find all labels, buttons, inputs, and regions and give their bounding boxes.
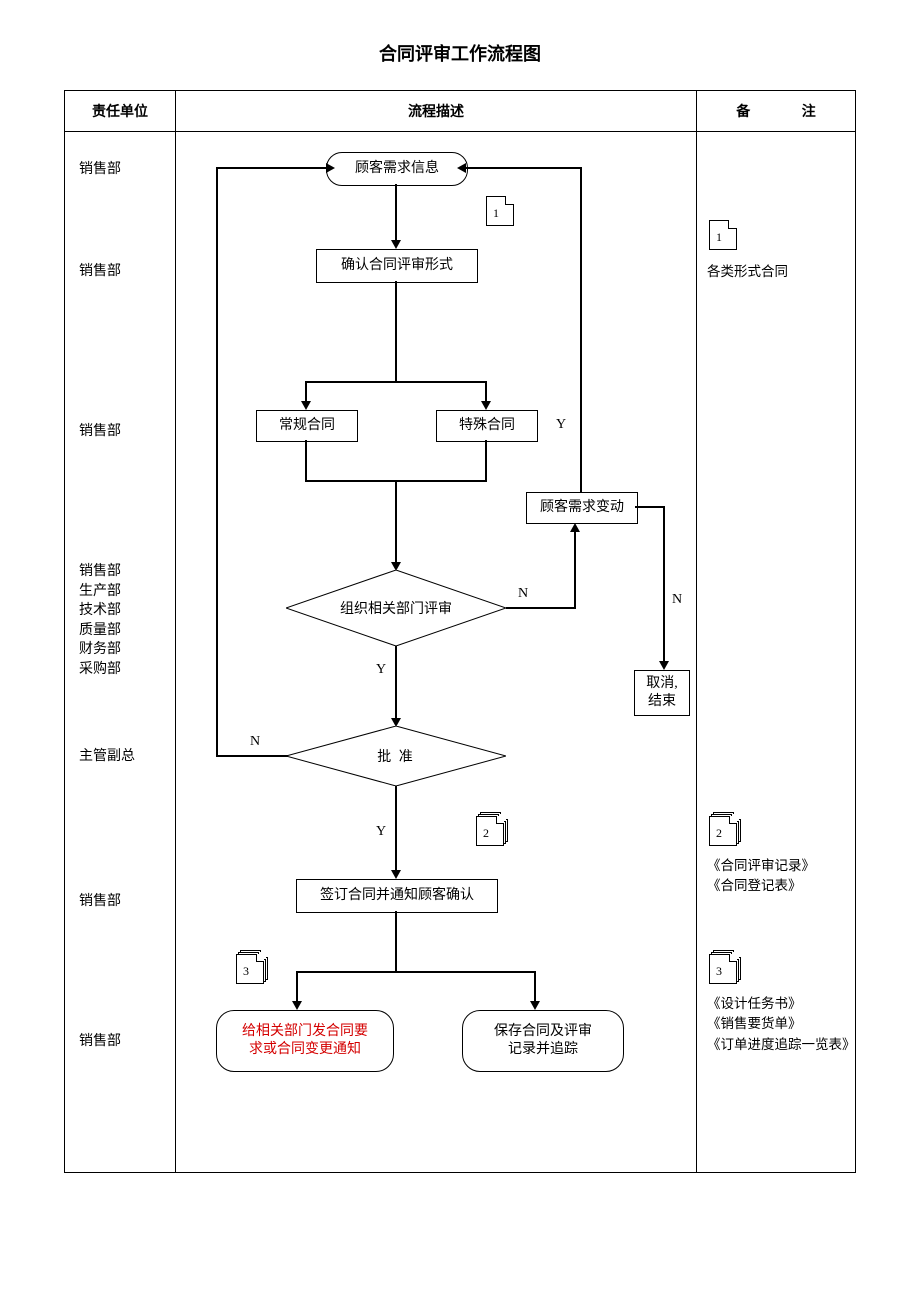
arrow-start-confirm [391, 240, 401, 249]
node-review-label: 组织相关部门评审 [340, 598, 452, 618]
node-confirm: 确认合同评审形式 [316, 249, 478, 283]
dept-r5: 主管副总 [65, 747, 175, 767]
dept-r4: 销售部 生产部 技术部 质量部 财务部 采购部 [65, 562, 175, 680]
arrow-branch-left [301, 401, 311, 410]
node-start: 顾客需求信息 [326, 152, 468, 186]
node-special: 特殊合同 [436, 410, 538, 442]
node-change: 顾客需求变动 [526, 492, 638, 524]
diagram-frame: 责任单位 流程描述 备 注 销售部 销售部 销售部 销售部 生产部 技术部 质量… [64, 90, 856, 1173]
label-review-y: Y [374, 662, 388, 678]
note-col-stack-3-num: 3 [716, 964, 722, 979]
node-cancel: 取消, 结束 [634, 670, 690, 716]
node-review: 组织相关部门评审 [286, 570, 506, 646]
header-row: 责任单位 流程描述 备 注 [65, 91, 855, 132]
dept-r3: 销售部 [65, 422, 175, 442]
arrow-review-n [570, 523, 580, 532]
notes-column: 1 各类形式合同 2 《合同评审记录》 《合同登记表》 3 《设计任务书》 《销… [697, 132, 855, 1172]
note-col-stack-2: 2 [709, 812, 739, 844]
header-col1: 责任单位 [65, 91, 176, 131]
note-col-tag-1-num: 1 [716, 230, 722, 245]
conn-review-n-h [506, 607, 576, 609]
arrow-sign-right [530, 1001, 540, 1010]
node-approve: 批 准 [286, 726, 506, 786]
node-sign: 签订合同并通知顾客确认 [296, 879, 498, 913]
conn-merge-v [395, 480, 397, 562]
note-tag-1-num: 1 [493, 206, 499, 221]
conn-sign-left-v [296, 971, 298, 1001]
node-dispatch: 给相关部门发合同要 求或合同变更通知 [216, 1010, 394, 1072]
conn-branch-h [305, 381, 487, 383]
conn-approve-n-h [216, 755, 288, 757]
dept-column: 销售部 销售部 销售部 销售部 生产部 技术部 质量部 财务部 采购部 主管副总… [65, 132, 176, 1172]
note-stack-2: 2 [476, 812, 506, 844]
conn-start-confirm [395, 184, 397, 240]
conn-approve-n-h2 [216, 167, 326, 169]
conn-approve-y-v [395, 786, 397, 870]
conn-change-n-v [663, 506, 665, 661]
conn-confirm-branch-v [395, 281, 397, 381]
node-approve-label: 批 准 [377, 746, 415, 766]
header-col3: 备 注 [697, 91, 855, 131]
note-tag-1: 1 [486, 196, 514, 226]
dept-r6: 销售部 [65, 892, 175, 912]
note-col-tag-1: 1 [709, 220, 737, 250]
dept-r1: 销售部 [65, 160, 175, 180]
conn-sign-h [296, 971, 536, 973]
note-text-2: 《合同评审记录》 《合同登记表》 [707, 856, 849, 897]
conn-sign-right-v [534, 971, 536, 1001]
conn-change-y-h [466, 167, 582, 169]
dept-r2: 销售部 [65, 262, 175, 282]
note-col-stack-3: 3 [709, 950, 739, 982]
conn-review-n-v [574, 532, 576, 609]
label-change-n: N [670, 592, 684, 608]
conn-sign-v [395, 911, 397, 971]
label-approve-n: N [248, 734, 262, 750]
note-col-stack-2-num: 2 [716, 826, 722, 841]
node-normal: 常规合同 [256, 410, 358, 442]
page-title: 合同评审工作流程图 [60, 40, 860, 66]
dept-r7: 销售部 [65, 1032, 175, 1052]
arrow-sign-left [292, 1001, 302, 1010]
conn-change-n-h [635, 506, 665, 508]
arrow-approve-n [326, 163, 335, 173]
arrow-change-n [659, 661, 669, 670]
arrow-approve-y [391, 870, 401, 879]
flow-column: 顾客需求信息 1 确认合同评审形式 常规合同 特殊合同 [176, 132, 697, 1172]
label-review-n: N [516, 586, 530, 602]
label-change-y: Y [554, 417, 568, 433]
conn-branch-right-v [485, 381, 487, 401]
note-stack-3-num: 3 [243, 964, 249, 979]
label-approve-y: Y [374, 824, 388, 840]
conn-branch-left-v [305, 381, 307, 401]
node-archive: 保存合同及评审 记录并追踪 [462, 1010, 624, 1072]
conn-change-y-v [580, 168, 582, 492]
arrow-branch-right [481, 401, 491, 410]
conn-special-down [485, 440, 487, 480]
header-col2: 流程描述 [176, 91, 697, 131]
note-stack-2-num: 2 [483, 826, 489, 841]
conn-normal-down [305, 440, 307, 480]
note-stack-3: 3 [236, 950, 266, 982]
note-text-3: 《设计任务书》 《销售要货单》 《订单进度追踪一览表》 [707, 994, 849, 1055]
note-text-1: 各类形式合同 [707, 262, 849, 282]
arrow-change-y [457, 163, 466, 173]
conn-approve-n-v [216, 168, 218, 757]
conn-review-y-v [395, 646, 397, 718]
body-row: 销售部 销售部 销售部 销售部 生产部 技术部 质量部 财务部 采购部 主管副总… [65, 132, 855, 1172]
